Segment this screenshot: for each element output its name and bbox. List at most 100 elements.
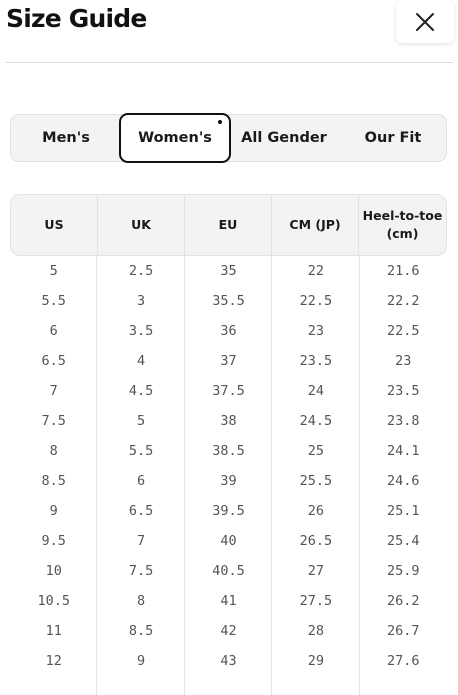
table-cell: 5.5 [41, 293, 66, 309]
table-cell: 7 [49, 383, 58, 399]
table-cell: 3 [137, 293, 146, 309]
table-cell: 27.5 [299, 593, 333, 609]
table-cell: 6 [137, 473, 146, 489]
table-cell: 7.5 [128, 563, 154, 579]
table-cell: 40.5 [212, 563, 245, 579]
size-table-rows: 5 2.5 35 22 21.6 5.5 3 35.5 22.5 22.2 6 3.5 36 23 22.5… [10, 256, 447, 676]
table-cell: 39 [220, 473, 237, 489]
header-divider [6, 62, 453, 63]
table-cell: 38.5 [212, 443, 245, 459]
table-cell: 6.5 [41, 353, 66, 369]
table-cell: 37.5 [212, 383, 245, 399]
table-cell: 24.5 [299, 413, 333, 429]
table-cell: 40 [220, 533, 237, 549]
table-cell: 26.5 [299, 533, 333, 549]
gender-tabs: Men's Women's All Gender Our Fit [10, 113, 448, 163]
table-cell: 5.5 [128, 443, 154, 459]
column-header-uk: UK [98, 195, 185, 255]
size-table-body: 5 2.5 35 22 21.6 5.5 3 35.5 22.5 22.2 6 3.5 36 23 22.5… [10, 256, 447, 695]
tab-label: Men's [42, 130, 90, 146]
table-row: 7.5 5 38 24.5 23.8 [10, 406, 447, 436]
table-cell: 8 [49, 443, 58, 459]
table-cell: 25.5 [299, 473, 333, 489]
table-row: 8 5.5 38.5 25 24.1 [10, 436, 447, 466]
table-row: 10 7.5 40.5 27 25.9 [10, 556, 447, 586]
column-header-cm-jp: CM (JP) [272, 195, 359, 255]
table-cell: 7.5 [41, 413, 66, 429]
table-row: 9 6.5 39.5 26 25.1 [10, 496, 447, 526]
table-cell: 26.7 [387, 623, 420, 639]
table-cell: 7 [137, 533, 146, 549]
table-row: 6 3.5 36 23 22.5 [10, 316, 447, 346]
table-cell: 25.1 [387, 503, 420, 519]
table-row: 8.5 6 39 25.5 24.6 [10, 466, 447, 496]
table-cell: 27.6 [387, 653, 420, 669]
table-cell: 21.6 [387, 263, 420, 279]
table-cell: 8.5 [128, 623, 154, 639]
close-button[interactable] [396, 0, 454, 43]
table-cell: 26 [307, 503, 325, 519]
table-cell: 22 [307, 263, 325, 279]
table-cell: 8 [137, 593, 146, 609]
tab-our-fit[interactable]: Our Fit [338, 114, 448, 162]
table-cell: 4.5 [128, 383, 154, 399]
tab-mens[interactable]: Men's [11, 114, 121, 162]
table-cell: 2.5 [128, 263, 154, 279]
table-cell: 28 [307, 623, 325, 639]
table-row: 9.5 7 40 26.5 25.4 [10, 526, 447, 556]
table-cell: 9.5 [41, 533, 66, 549]
tab-womens[interactable]: Women's [119, 113, 231, 163]
table-cell: 5 [137, 413, 146, 429]
table-row: 5 2.5 35 22 21.6 [10, 256, 447, 286]
table-cell: 39.5 [212, 503, 245, 519]
table-row: 12 9 43 29 27.6 [10, 646, 447, 676]
table-cell: 25.4 [387, 533, 420, 549]
table-cell: 12 [45, 653, 62, 669]
table-row: 10.5 8 41 27.5 26.2 [10, 586, 447, 616]
table-cell: 43 [220, 653, 237, 669]
table-row: 7 4.5 37.5 24 23.5 [10, 376, 447, 406]
table-cell: 22.5 [387, 323, 420, 339]
table-cell: 26.2 [387, 593, 420, 609]
table-cell: 24.1 [387, 443, 420, 459]
table-cell: 36 [220, 323, 237, 339]
table-cell: 35.5 [212, 293, 245, 309]
table-cell: 3.5 [128, 323, 154, 339]
table-cell: 23.5 [387, 383, 420, 399]
column-header-eu: EU [185, 195, 272, 255]
table-cell: 4 [137, 353, 146, 369]
table-cell: 10.5 [37, 593, 70, 609]
column-header-heel-to-toe: Heel-to-toe (cm) [362, 208, 443, 241]
table-cell: 6.5 [128, 503, 154, 519]
table-cell: 41 [220, 593, 237, 609]
table-cell: 25 [307, 443, 325, 459]
table-cell: 23.8 [387, 413, 420, 429]
table-cell: 10 [45, 563, 62, 579]
table-cell: 38 [220, 413, 237, 429]
table-row: 11 8.5 42 28 26.7 [10, 616, 447, 646]
table-cell: 9 [49, 503, 58, 519]
table-cell: 22.2 [387, 293, 420, 309]
table-cell: 35 [220, 263, 237, 279]
table-cell: 23 [307, 323, 325, 339]
table-row: 5.5 3 35.5 22.5 22.2 [10, 286, 447, 316]
table-cell: 9 [137, 653, 146, 669]
size-table-header: US UK EU CM (JP) Heel-to-toe (cm) [10, 194, 447, 256]
table-cell: 24.6 [387, 473, 420, 489]
column-header-us: US [11, 195, 98, 255]
table-cell: 5 [49, 263, 58, 279]
table-cell: 8.5 [41, 473, 66, 489]
tab-label: Women's [138, 130, 212, 146]
table-cell: 27 [307, 563, 325, 579]
tab-all-gender[interactable]: All Gender [229, 114, 339, 162]
table-cell: 24 [307, 383, 325, 399]
table-cell: 25.9 [387, 563, 420, 579]
selected-indicator-dot [218, 120, 222, 124]
table-cell: 11 [45, 623, 62, 639]
table-cell: 29 [307, 653, 325, 669]
table-row: 6.5 4 37 23.5 23 [10, 346, 447, 376]
close-icon [416, 12, 434, 31]
table-cell: 22.5 [299, 293, 333, 309]
table-cell: 37 [220, 353, 237, 369]
tab-label: All Gender [241, 130, 327, 146]
